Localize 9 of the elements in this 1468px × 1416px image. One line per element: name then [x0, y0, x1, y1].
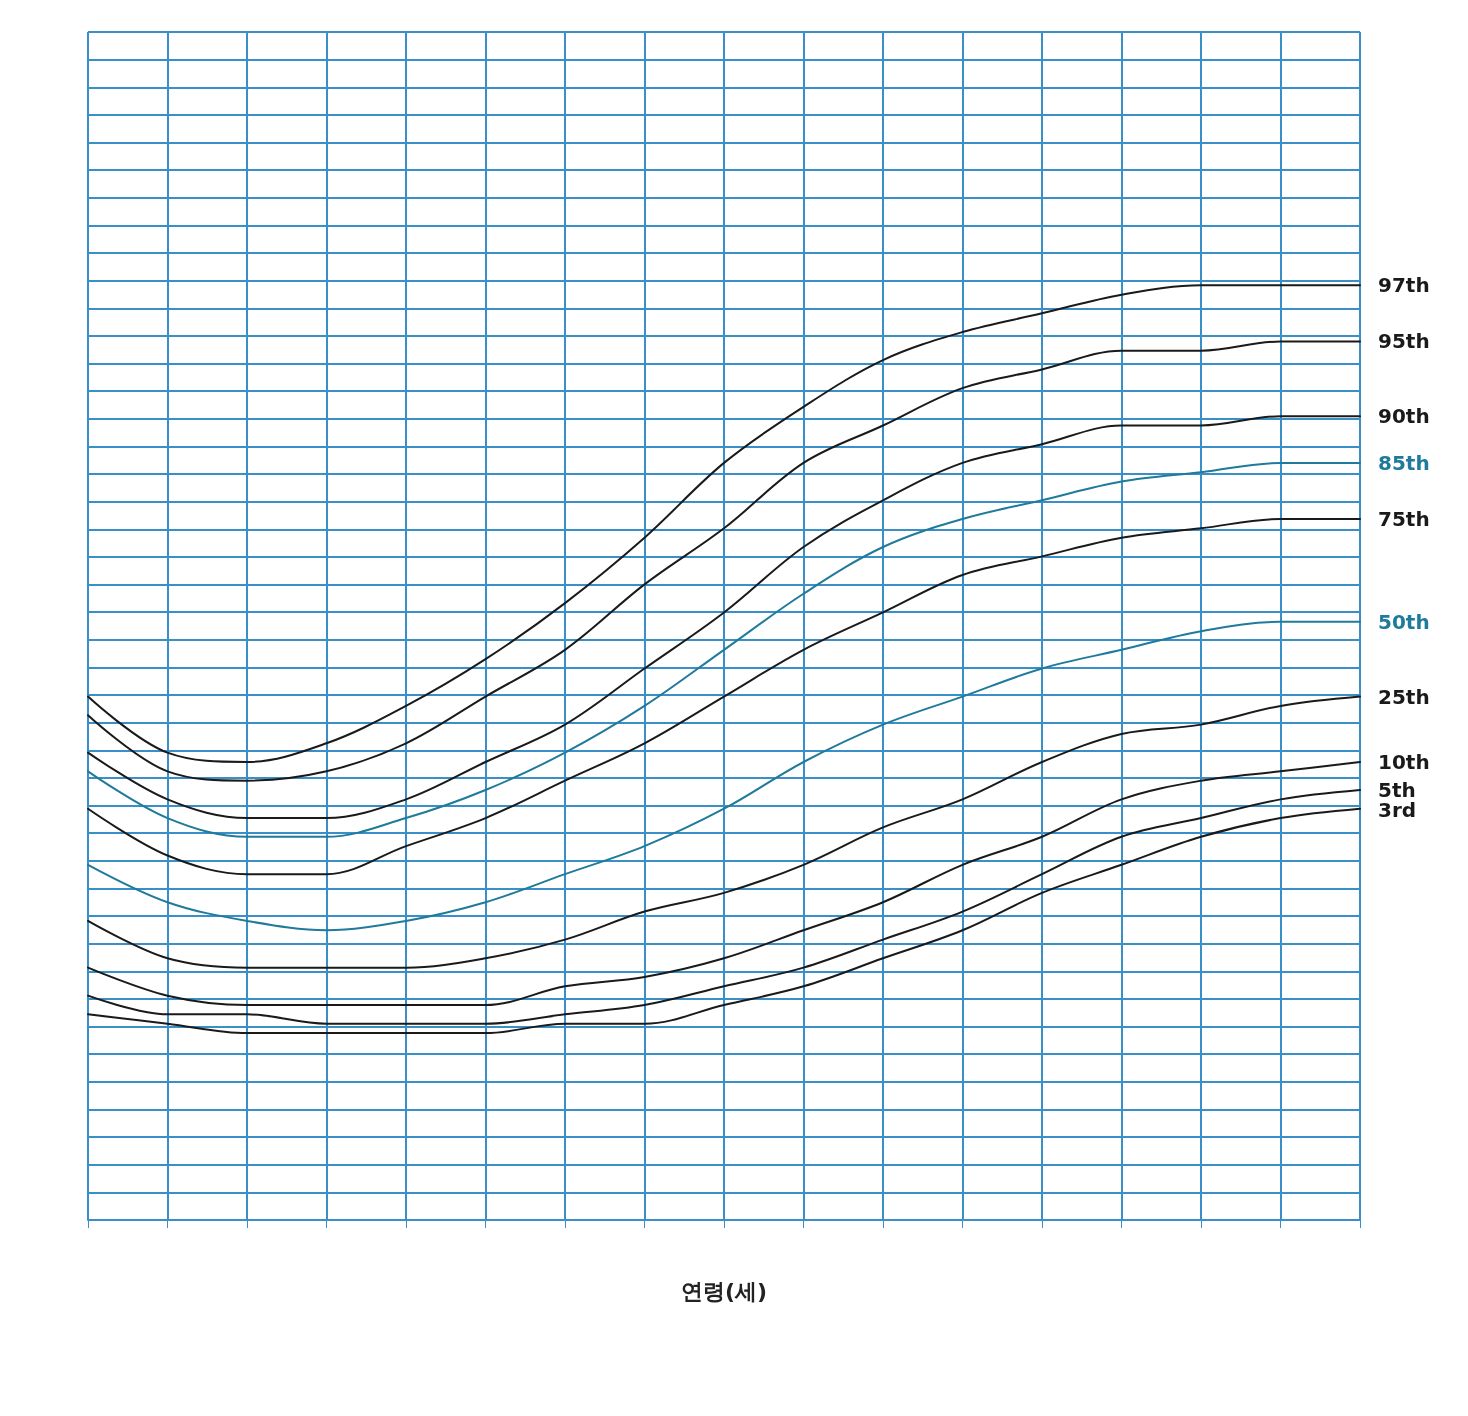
series-label: 25th — [1378, 684, 1430, 709]
series-label: 97th — [1378, 273, 1430, 298]
series-label: 95th — [1378, 329, 1430, 354]
series-label: 10th — [1378, 750, 1430, 774]
series-label: 50th — [1378, 609, 1430, 634]
x-axis-title: 연령(세) — [680, 1278, 768, 1304]
series-label: 85th — [1378, 450, 1430, 475]
series-label: 90th — [1378, 404, 1430, 429]
series-label: 75th — [1378, 506, 1430, 531]
